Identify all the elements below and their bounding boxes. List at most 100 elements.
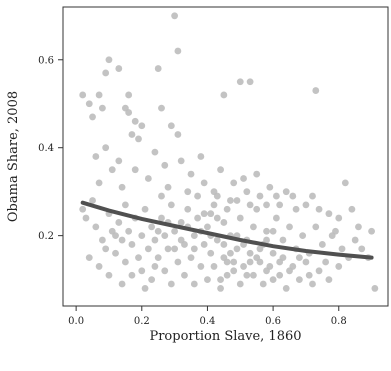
data-point	[318, 241, 326, 248]
data-point	[338, 245, 346, 253]
data-point	[118, 236, 126, 244]
data-point	[315, 267, 323, 275]
data-point	[112, 232, 119, 240]
data-point	[230, 179, 238, 187]
data-point	[227, 197, 234, 204]
data-point	[246, 258, 254, 266]
data-point	[246, 249, 254, 257]
data-point	[161, 161, 169, 169]
data-point	[79, 205, 87, 213]
data-point	[250, 271, 257, 279]
y-tick-label: 0.4	[38, 143, 54, 154]
data-point	[282, 188, 290, 196]
data-point	[138, 232, 146, 240]
data-point	[230, 267, 238, 275]
data-point	[141, 285, 149, 292]
data-point	[121, 258, 129, 266]
data-point	[115, 157, 123, 165]
data-point	[253, 170, 261, 178]
data-point	[315, 205, 323, 213]
data-point	[158, 214, 165, 222]
data-point	[151, 236, 159, 244]
data-point	[190, 245, 198, 253]
x-tick-label: 0.8	[331, 316, 347, 327]
data-point	[259, 280, 267, 288]
data-point	[220, 91, 228, 99]
data-point	[200, 179, 208, 187]
data-point	[246, 78, 254, 86]
data-point	[167, 122, 175, 130]
data-point	[217, 285, 224, 292]
data-point	[358, 245, 366, 253]
data-point	[253, 205, 261, 213]
y-tick-label: 0.6	[38, 55, 54, 66]
data-point	[171, 245, 179, 253]
data-point	[240, 263, 247, 270]
data-point	[213, 236, 221, 244]
data-point	[128, 131, 136, 138]
data-point	[167, 201, 175, 209]
data-point	[276, 271, 284, 279]
data-point	[217, 166, 224, 174]
data-point	[269, 276, 277, 284]
data-point	[158, 192, 165, 200]
y-tick-label: 0.2	[38, 231, 54, 242]
data-point	[295, 254, 303, 262]
data-point	[102, 69, 110, 77]
data-point	[128, 271, 136, 279]
data-point	[154, 227, 162, 235]
data-point	[217, 276, 224, 284]
trend-line	[80, 200, 374, 260]
data-point	[263, 236, 270, 244]
data-point	[79, 91, 87, 99]
data-point	[243, 188, 251, 196]
data-point	[233, 197, 241, 204]
data-point	[89, 113, 96, 121]
data-point	[125, 91, 133, 99]
data-point	[181, 271, 188, 279]
data-point	[223, 205, 231, 213]
data-point	[312, 223, 320, 231]
data-point	[335, 263, 343, 270]
data-point	[118, 183, 126, 191]
data-point	[138, 122, 146, 130]
x-tick-label: 0.2	[134, 316, 150, 327]
data-point	[322, 258, 330, 266]
data-point	[227, 249, 234, 257]
data-point	[167, 280, 175, 288]
data-point	[197, 153, 205, 160]
data-point	[210, 201, 218, 209]
data-point	[92, 153, 100, 160]
data-point	[286, 223, 293, 231]
data-point	[263, 201, 270, 209]
data-point	[253, 254, 261, 262]
data-point	[312, 87, 320, 94]
data-point	[154, 254, 162, 262]
data-point	[135, 254, 142, 262]
data-point	[85, 100, 93, 108]
data-point	[115, 219, 123, 226]
data-point	[263, 227, 270, 235]
data-point	[223, 258, 231, 266]
data-point	[236, 78, 244, 86]
data-point	[305, 271, 313, 279]
data-point	[92, 223, 100, 231]
data-point	[220, 219, 228, 226]
data-point	[148, 276, 156, 284]
data-point	[302, 201, 310, 209]
data-point	[289, 192, 297, 200]
data-point	[263, 267, 270, 275]
data-point	[223, 271, 231, 279]
data-point	[190, 232, 198, 240]
data-point	[272, 192, 280, 200]
data-point	[371, 285, 379, 292]
data-point	[85, 254, 93, 262]
data-point	[105, 271, 113, 279]
data-point	[138, 267, 146, 275]
data-point	[151, 263, 159, 270]
data-point	[118, 280, 126, 288]
data-point	[309, 280, 316, 288]
data-point	[266, 183, 274, 191]
data-point	[256, 245, 264, 253]
data-point	[282, 285, 290, 292]
